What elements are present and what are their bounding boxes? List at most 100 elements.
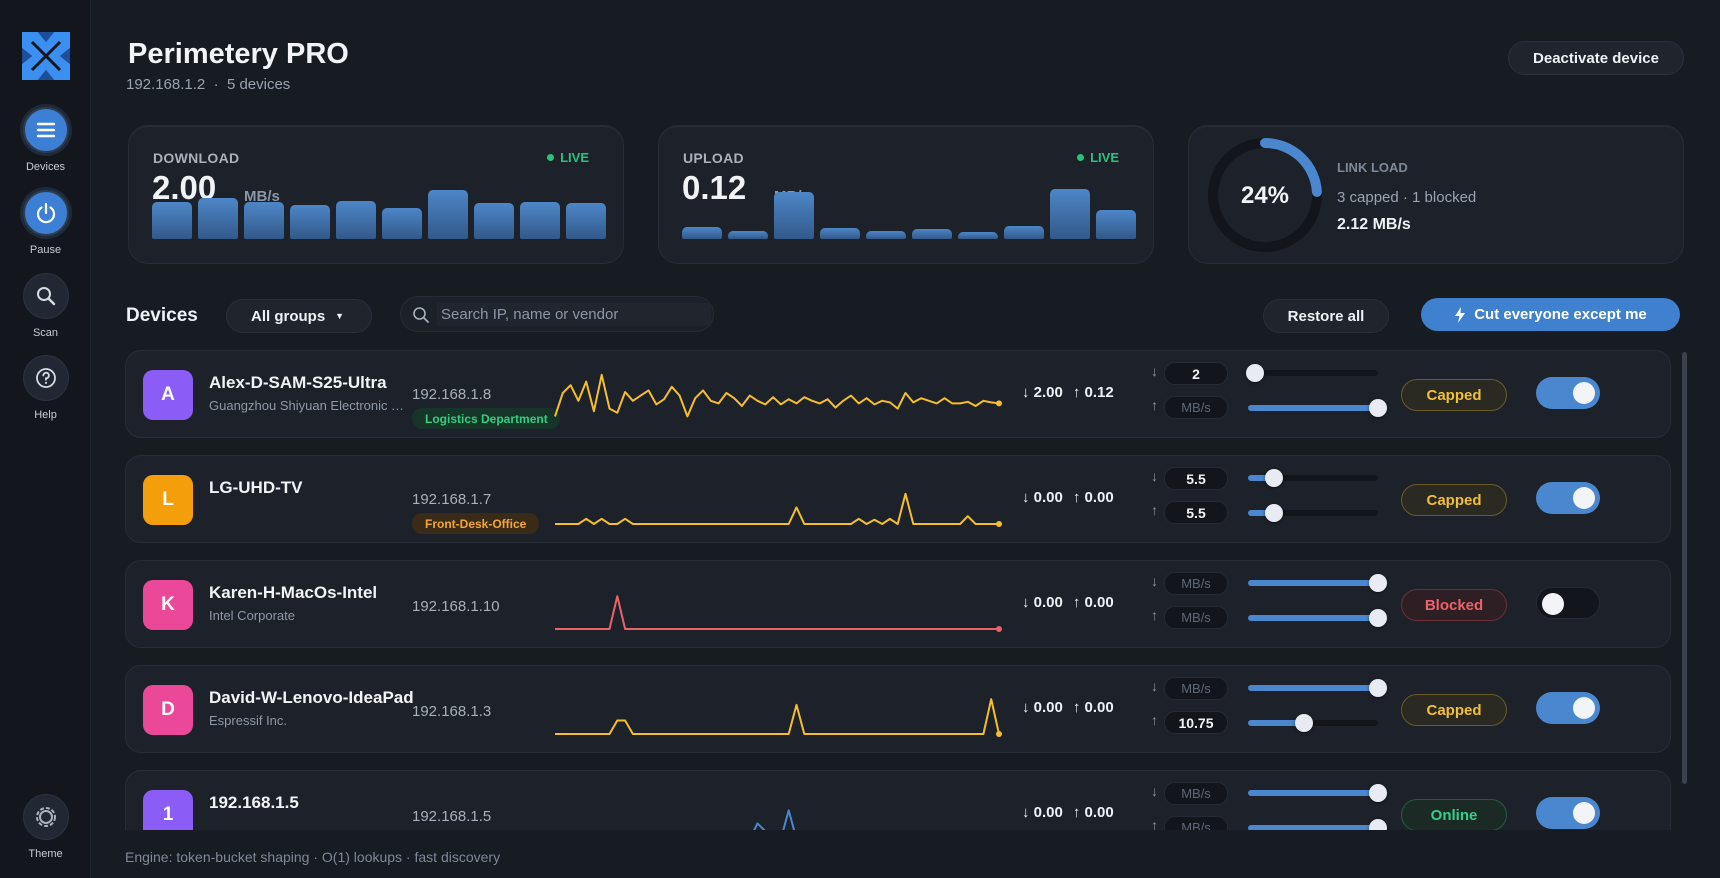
device-avatar: D [143, 685, 193, 735]
sparkline-end-dot [996, 521, 1002, 527]
device-traffic-sparkline [555, 698, 1002, 737]
history-bar [566, 203, 606, 239]
upload-limit-slider[interactable] [1248, 504, 1378, 522]
sidebar-item-label: Help [34, 409, 57, 421]
sparkline-path [554, 373, 1000, 418]
upload-limit-slider[interactable] [1248, 819, 1387, 830]
history-bar [774, 192, 814, 239]
upload-limit-input[interactable]: 5.5 [1164, 501, 1228, 524]
device-row[interactable]: L LG-UHD-TV 192.168.1.7 Front-Desk-Office ↓ … [125, 455, 1671, 543]
download-limit-input[interactable]: MB/s [1164, 572, 1228, 595]
upload-history-bars [682, 179, 1136, 239]
device-ip: 192.168.1.5 [412, 808, 492, 825]
upload-limit-input[interactable]: MB/s [1164, 396, 1228, 419]
group-filter-dropdown[interactable]: All groups ▼ [226, 299, 372, 333]
link-load-label: LINK LOAD [1337, 160, 1408, 175]
down-arrow-icon: ↓ [1151, 468, 1158, 484]
device-ip: 192.168.1.3 [412, 703, 492, 720]
device-enable-toggle[interactable] [1536, 377, 1600, 409]
slider-knob[interactable] [1245, 364, 1264, 382]
slider-knob[interactable] [1369, 609, 1387, 627]
nav-button[interactable] [22, 190, 69, 236]
sidebar-item-pause[interactable]: Pause [0, 190, 91, 256]
slider-knob[interactable] [1369, 819, 1387, 830]
device-row[interactable]: 1 192.168.1.5 192.168.1.5 ↓ 0.00 ↑ 0.00 ↓ MB/s… [125, 770, 1671, 830]
sparkline-path [555, 492, 999, 525]
upload-limit-slider[interactable] [1248, 609, 1387, 627]
sparkline-end-dot [996, 400, 1002, 407]
app-logo-icon [22, 32, 70, 80]
slider-fill [1248, 510, 1274, 516]
live-dot-icon [547, 154, 555, 161]
device-list-scrollbar[interactable] [1682, 352, 1687, 784]
upload-label: UPLOAD [683, 150, 744, 166]
device-ip: 192.168.1.7 [412, 491, 492, 508]
search-input[interactable] [437, 303, 711, 326]
slider-knob[interactable] [1265, 504, 1283, 522]
device-name: David-W-Lenovo-IdeaPad [209, 688, 414, 707]
device-enable-toggle[interactable] [1536, 482, 1600, 514]
nav-button[interactable] [22, 273, 69, 319]
slider-knob[interactable] [1294, 714, 1313, 732]
device-enable-toggle[interactable] [1536, 587, 1600, 619]
device-row[interactable]: D David-W-Lenovo-IdeaPad Espressif Inc. 192… [125, 665, 1671, 753]
download-limit-input[interactable]: MB/s [1164, 677, 1228, 700]
download-card: DOWNLOAD LIVE 2.00 MB/s [128, 125, 624, 264]
theme-toggle[interactable]: Theme [0, 794, 91, 860]
slider-knob[interactable] [1265, 469, 1283, 487]
link-load-gauge: 24% [1208, 138, 1322, 252]
restore-all-button[interactable]: Restore all [1263, 299, 1389, 333]
download-limit-slider[interactable] [1245, 364, 1378, 382]
device-row[interactable]: A Alex-D-SAM-S25-Ultra Guangzhou Shiyuan E… [125, 350, 1671, 438]
search-box [400, 296, 714, 332]
upload-limit-input[interactable]: 10.75 [1164, 711, 1228, 734]
upload-value: 0.12 [682, 169, 747, 206]
cut-everyone-button[interactable]: Cut everyone except me [1421, 298, 1680, 331]
slider-knob[interactable] [1369, 574, 1387, 592]
history-bar [866, 231, 906, 239]
nav-button[interactable] [22, 107, 69, 153]
device-name: Alex-D-SAM-S25-Ultra [209, 373, 387, 392]
upload-limit-input[interactable]: MB/s [1164, 606, 1228, 629]
upload-limit-input[interactable]: MB/s [1164, 816, 1228, 830]
link-load-card: 24% LINK LOAD 3 capped · 1 blocked 2.12 … [1188, 125, 1684, 264]
deactivate-device-button[interactable]: Deactivate device [1508, 41, 1684, 75]
device-row[interactable]: K Karen-H-MacOs-Intel Intel Corporate 192.1… [125, 560, 1671, 648]
upload-limit-slider[interactable] [1248, 714, 1378, 732]
slider-knob[interactable] [1369, 784, 1387, 802]
toggle-knob [1573, 697, 1595, 719]
download-limit-slider[interactable] [1248, 469, 1378, 487]
sidebar-item-help[interactable]: Help [0, 355, 91, 421]
gear-icon [35, 807, 56, 827]
engine-footer: Engine: token-bucket shaping · O(1) look… [125, 849, 501, 865]
download-label: DOWNLOAD [153, 150, 240, 166]
upload-limit-slider[interactable] [1248, 399, 1387, 417]
download-limit-slider[interactable] [1248, 679, 1387, 697]
sidebar-item-devices[interactable]: Devices [0, 107, 91, 173]
device-down-rate: ↓ 0.00 [1022, 699, 1063, 716]
device-name: Karen-H-MacOs-Intel [209, 583, 378, 602]
slider-fill [1248, 615, 1378, 621]
sidebar-item-scan[interactable]: Scan [0, 273, 91, 339]
download-limit-slider[interactable] [1248, 574, 1387, 592]
device-down-rate: ↓ 0.00 [1022, 594, 1063, 611]
nav-button[interactable] [22, 355, 69, 401]
gauge-percent: 24% [1241, 182, 1289, 209]
device-traffic-sparkline [753, 809, 796, 830]
slider-knob[interactable] [1369, 399, 1387, 417]
download-limit-input[interactable]: 2 [1164, 362, 1228, 385]
device-enable-toggle[interactable] [1536, 797, 1600, 829]
history-bar [198, 198, 238, 239]
slider-knob[interactable] [1369, 679, 1387, 697]
download-limit-slider[interactable] [1248, 784, 1387, 802]
sparkline-path [555, 595, 999, 630]
down-arrow-icon: ↓ [1151, 573, 1158, 589]
download-limit-input[interactable]: 5.5 [1164, 467, 1228, 490]
up-arrow-icon: ↑ [1151, 397, 1158, 413]
main-content: Perimetery PRO 192.168.1.2 · 5 devices D… [91, 0, 1720, 878]
device-enable-toggle[interactable] [1536, 692, 1600, 724]
download-limit-input[interactable]: MB/s [1164, 782, 1228, 805]
theme-button[interactable] [22, 794, 69, 840]
sparkline-path [555, 698, 1000, 735]
device-avatar: L [143, 475, 193, 525]
